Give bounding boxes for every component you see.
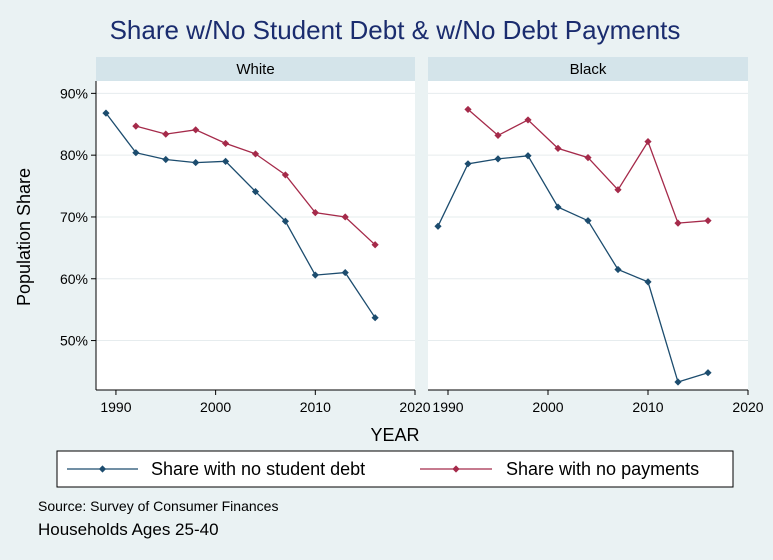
- data-point-no-payments: [221, 139, 230, 148]
- panel-header-white: [96, 57, 415, 81]
- data-point-no-payments: [132, 122, 140, 130]
- data-point-no-student-debt: [644, 278, 652, 286]
- data-point-no-student-debt: [584, 217, 592, 225]
- x-tick-label: 2010: [632, 399, 663, 415]
- chart-title: Share w/No Student Debt & w/No Debt Paym…: [110, 15, 681, 45]
- x-tick-label: 2020: [732, 399, 763, 415]
- y-axis-label: Population Share: [14, 168, 34, 306]
- panels: White 1990 2000 2010 2020 50% 60% 70% 80% 90% Blac…: [60, 57, 764, 415]
- panel-black: Black 1990 2000 2010 2020: [428, 57, 764, 415]
- x-tick-label: 2020: [399, 399, 430, 415]
- data-point-no-payments: [341, 213, 349, 221]
- data-point-no-payments: [674, 219, 682, 227]
- data-point-no-student-debt: [132, 149, 140, 157]
- plot-area-black: [428, 81, 748, 390]
- data-point-no-payments: [311, 209, 319, 217]
- data-point-no-student-debt: [674, 378, 682, 386]
- y-tick-label: 50%: [60, 333, 88, 349]
- data-point-no-student-debt: [614, 265, 622, 274]
- data-point-no-student-debt: [102, 109, 110, 117]
- data-point-no-student-debt: [251, 188, 260, 196]
- x-tick-label: 1990: [432, 399, 463, 415]
- y-tick-label: 90%: [60, 85, 88, 101]
- panel-white: White 1990 2000 2010 2020 50% 60% 70% 80% 90%: [60, 57, 431, 415]
- legend-label-no-payments: Share with no payments: [506, 459, 699, 479]
- x-tick-label: 2000: [200, 399, 231, 415]
- x-tick-label: 2000: [532, 399, 563, 415]
- panel-header-black: [428, 57, 748, 81]
- data-point-no-payments: [524, 116, 532, 124]
- plot-area-white: [96, 81, 415, 390]
- data-point-no-payments: [251, 150, 260, 158]
- legend-swatch-marker-no-payments: [452, 465, 460, 473]
- data-point-no-student-debt: [311, 271, 319, 279]
- legend: Share with no student debt Share with no …: [56, 450, 734, 488]
- data-point-no-student-debt: [524, 152, 532, 160]
- legend-label-no-student-debt: Share with no student debt: [151, 459, 365, 479]
- y-tick-label: 80%: [60, 147, 88, 163]
- data-point-no-payments: [162, 130, 170, 138]
- data-point-no-payments: [584, 154, 592, 162]
- data-point-no-payments: [494, 131, 502, 139]
- data-point-no-student-debt: [192, 158, 200, 167]
- data-point-no-payments: [281, 171, 290, 179]
- data-point-no-student-debt: [554, 203, 562, 211]
- data-point-no-student-debt: [704, 369, 712, 377]
- legend-box: [56, 450, 734, 488]
- data-point-no-payments: [644, 137, 652, 146]
- data-point-no-payments: [704, 217, 712, 225]
- y-tick-label: 70%: [60, 209, 88, 225]
- data-point-no-payments: [554, 144, 562, 152]
- source-note: Source: Survey of Consumer Finances: [38, 498, 278, 514]
- panel-label-white: White: [236, 61, 274, 78]
- data-point-no-student-debt: [341, 268, 349, 277]
- data-point-no-payments: [614, 186, 622, 194]
- legend-swatch-marker-no-student-debt: [98, 465, 107, 473]
- data-point-no-student-debt: [281, 217, 290, 225]
- x-axis-label: YEAR: [370, 425, 419, 445]
- y-tick-label: 60%: [60, 271, 88, 287]
- data-point-no-student-debt: [371, 314, 379, 322]
- data-point-no-student-debt: [221, 157, 230, 165]
- data-point-no-student-debt: [162, 155, 170, 164]
- data-point-no-student-debt: [434, 222, 442, 230]
- panel-label-black: Black: [570, 61, 607, 78]
- households-note: Households Ages 25-40: [38, 520, 219, 539]
- x-tick-label: 1990: [100, 399, 131, 415]
- data-point-no-student-debt: [494, 155, 502, 163]
- data-point-no-student-debt: [464, 160, 472, 168]
- data-point-no-payments: [464, 105, 472, 114]
- x-tick-label: 2010: [300, 399, 331, 415]
- series-line-no-student-debt-white: [105, 112, 376, 319]
- data-point-no-payments: [192, 126, 200, 134]
- series-line-no-student-debt-black: [437, 155, 709, 383]
- data-point-no-payments: [371, 241, 379, 249]
